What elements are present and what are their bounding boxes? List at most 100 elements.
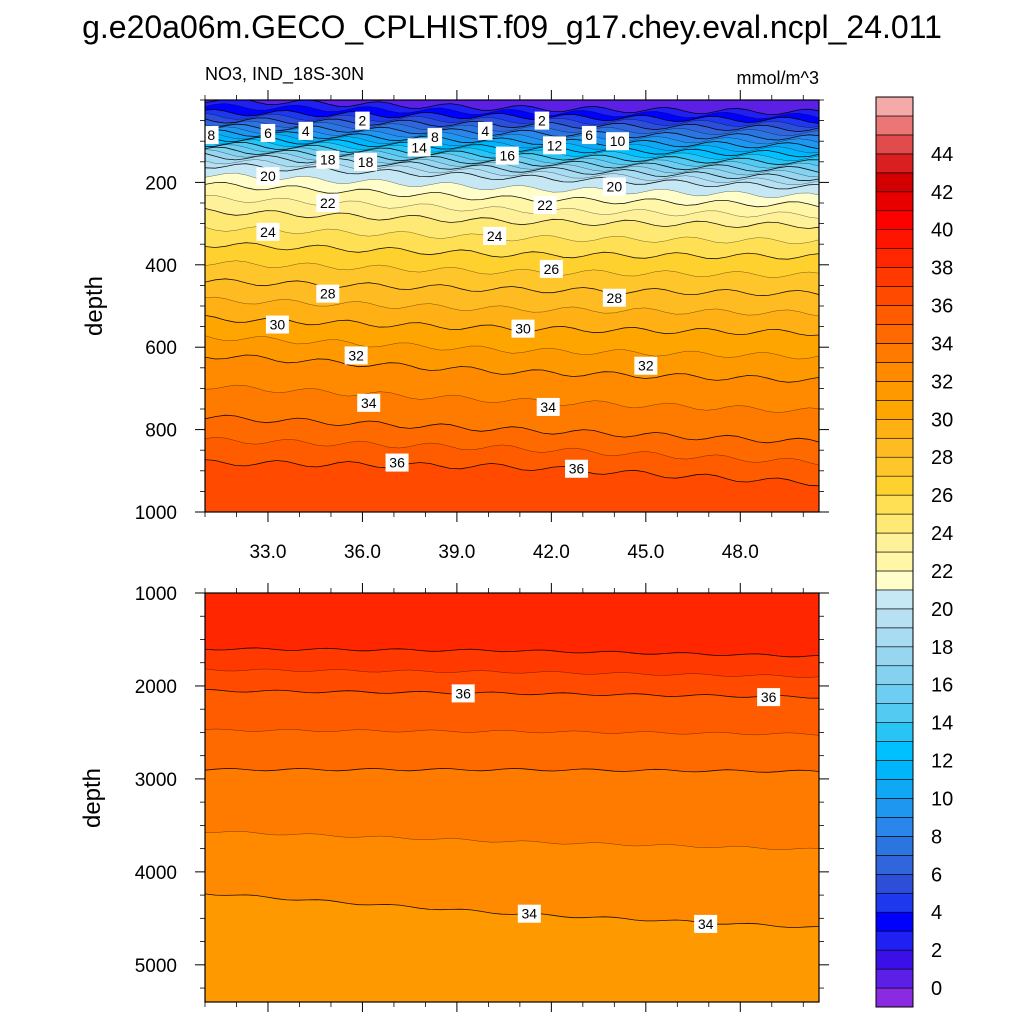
colorbar-label: 20 (931, 599, 953, 621)
contour-label: 36 (565, 459, 589, 478)
contour-label-text: 24 (487, 228, 503, 244)
contour-label-box (517, 904, 541, 923)
contour-label-text: 36 (761, 689, 777, 705)
contour-label: 12 (543, 136, 567, 155)
isoline-20.0 (205, 163, 819, 190)
colorbar-box (875, 532, 914, 553)
isoline-34.0 (205, 414, 819, 444)
colorbar-box (875, 494, 914, 515)
colorbar-box (875, 589, 914, 610)
isoline-18.0 (205, 153, 819, 182)
contour-label-text: 34 (522, 906, 538, 922)
lower-plot-frame (204, 592, 820, 1003)
contour-label-text: 24 (260, 224, 276, 240)
contour-label: 8 (204, 126, 219, 145)
contour-label-text: 30 (515, 321, 531, 337)
isoline-24.0 (205, 208, 819, 229)
isoline-36.0 (205, 689, 819, 699)
colorbar-box (875, 362, 914, 382)
contour-label-text: 6 (585, 127, 593, 143)
colorbar-label: 32 (931, 371, 953, 393)
contour-label-box (451, 684, 475, 703)
colorbar-box (875, 343, 914, 363)
contour-label: 6 (260, 123, 276, 142)
y-tick-label: 1000 (135, 503, 177, 524)
isoline-2.0 (205, 100, 819, 115)
colorbar: 0246810121416182022242628303234363840424… (875, 96, 953, 1008)
colorbar-label: 40 (931, 220, 953, 242)
colorbar-box (875, 760, 914, 780)
colorbar-box (875, 418, 914, 439)
colorbar-box (875, 381, 914, 401)
lower-contour-fill (205, 593, 819, 1002)
contour-label-text: 8 (431, 129, 439, 145)
contour-label-text: 10 (610, 133, 626, 149)
colorbar-box (875, 892, 914, 913)
contour-label-text: 16 (499, 148, 515, 164)
contour-label: 32 (634, 356, 658, 375)
lower-y-axis-label: depth (79, 768, 106, 828)
isoline-17.0 (205, 149, 819, 178)
contour-label-text: 22 (320, 195, 336, 211)
isoline-33.0 (205, 384, 819, 413)
upper-contour-lines (205, 100, 819, 487)
y-tick-label: 400 (145, 256, 177, 277)
colorbar-box (875, 229, 914, 249)
contour-label: 6 (581, 126, 597, 145)
isoline-25.0 (205, 226, 819, 245)
colorbar-label: 16 (931, 675, 953, 697)
contour-label: 4 (477, 121, 493, 140)
contour-label: 24 (483, 226, 507, 245)
isoline-4.0 (205, 109, 819, 124)
colorbar-label: 6 (931, 864, 942, 886)
contour-label: 34 (694, 914, 718, 933)
colorbar-box (875, 305, 914, 325)
upper-y-axis-label: depth (81, 276, 108, 336)
colorbar-label: 30 (931, 409, 953, 431)
isoline-38.0 (205, 647, 819, 658)
contour-label-text: 36 (389, 455, 405, 471)
contour-label-box (256, 167, 280, 186)
contour-label-box (757, 688, 781, 707)
colorbar-label: 28 (931, 447, 953, 469)
colorbar-box (875, 930, 914, 951)
contour-label-text: 18 (358, 154, 374, 170)
contour-label-text: 34 (540, 399, 556, 415)
upper-axes: 33.0 36.0 39.0 42.0 45.0 48.0 200 400 600 800 1000 (135, 90, 829, 563)
isoline-29.0 (205, 296, 819, 317)
colorbar-label: 18 (931, 637, 953, 659)
colorbar-label: 8 (931, 826, 942, 848)
contour-label: 34 (357, 393, 381, 412)
contour-label-text: 20 (260, 168, 276, 184)
contour-label-box (357, 393, 381, 412)
colorbar-box (875, 551, 914, 572)
isoline-19.0 (205, 159, 819, 186)
contour-label-box (605, 132, 629, 151)
colorbar-box (875, 836, 914, 856)
isoline-27.0 (205, 260, 819, 278)
contour-label-box (536, 397, 560, 416)
contour-label-box (260, 123, 276, 142)
colorbar-box (875, 817, 914, 837)
y-tick-label: 4000 (135, 863, 177, 884)
lower-panel: 36 36 34 34 1000 2000 3000 4000 5000 depth (79, 583, 829, 1012)
isoline-11.0 (205, 131, 819, 154)
contour-label: 28 (602, 288, 626, 307)
colorbar-label: 38 (931, 258, 953, 280)
contour-label: 16 (495, 146, 519, 165)
colorbar-label: 14 (931, 713, 953, 735)
y-tick-label: 2000 (135, 677, 177, 698)
colorbar-box (875, 608, 914, 629)
colorbar-box (875, 684, 914, 704)
isoline-32.0 (205, 354, 819, 383)
colorbar-label: 26 (931, 485, 953, 507)
colorbar-box (875, 779, 914, 799)
isoline-33.0 (205, 831, 819, 850)
contour-label-box (565, 459, 589, 478)
contour-label-box (539, 259, 563, 278)
contour-label-text: 34 (361, 395, 377, 411)
contour-label: 10 (605, 132, 629, 151)
colorbar-box (875, 855, 914, 875)
contour-label-box (581, 126, 597, 145)
